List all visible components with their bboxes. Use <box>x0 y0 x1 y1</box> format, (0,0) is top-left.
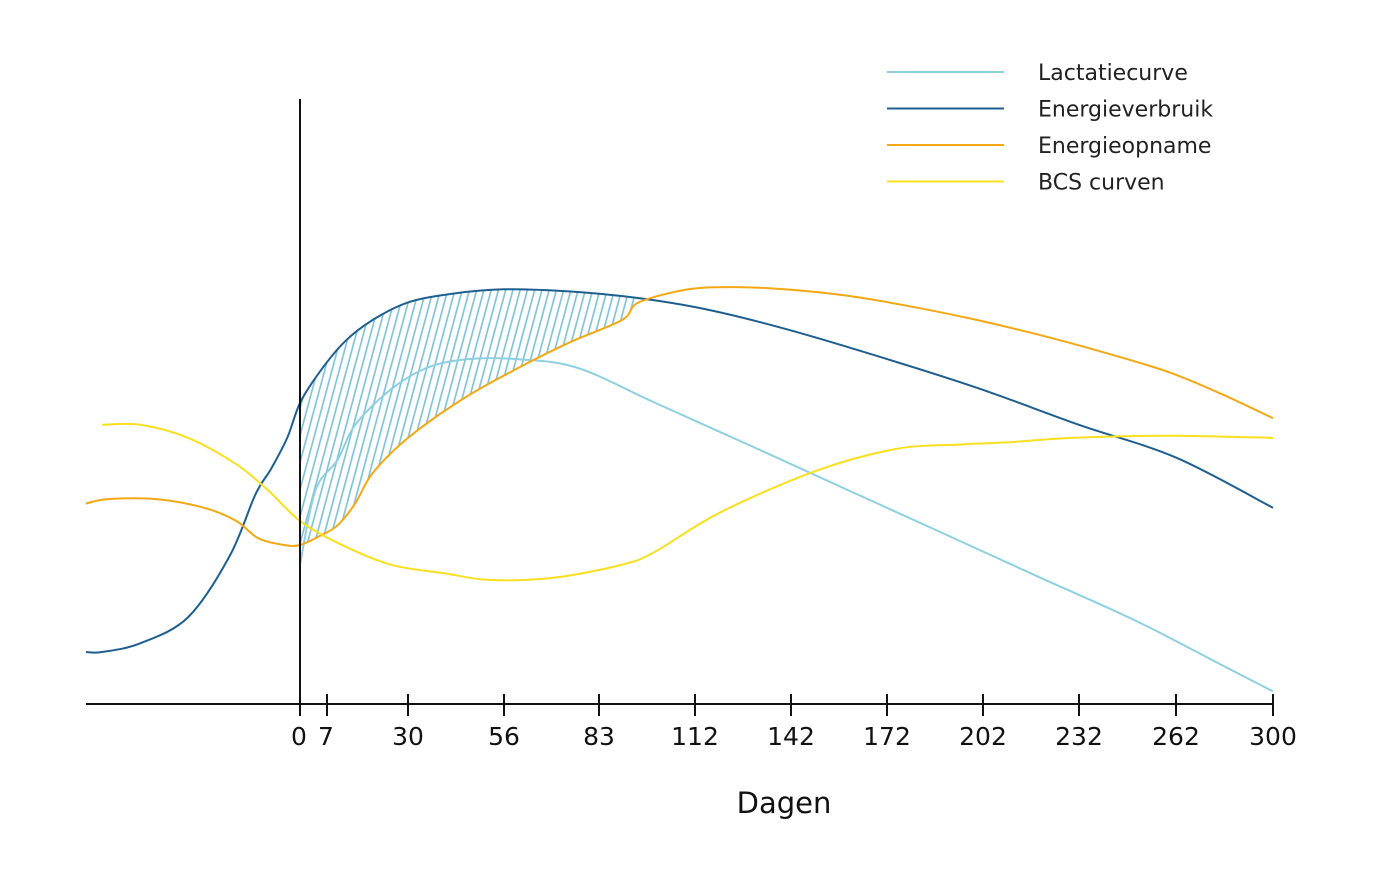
x-tick-label: 56 <box>488 722 520 751</box>
legend-label: Energieopname <box>1038 134 1211 159</box>
deficit-hatch <box>300 289 639 545</box>
legend: Lactatiecurve Energieverbruik Energieopnam… <box>887 61 1213 196</box>
x-tick-label: 202 <box>959 722 1007 751</box>
series-line-energieverbruik <box>85 288 1274 654</box>
x-tick-label: 300 <box>1249 722 1297 751</box>
x-tick-label: 172 <box>863 722 911 751</box>
x-tick-label: 142 <box>767 722 815 751</box>
x-tick-label: 83 <box>583 722 615 751</box>
x-ticks: 0 7 30 56 83 112 142 172 202 232 262 300 <box>291 694 1297 751</box>
series-line-bcs-curven <box>101 422 1274 582</box>
x-tick-label: 232 <box>1055 722 1103 751</box>
x-tick-label: 7 <box>318 722 334 751</box>
series-line-lactatiecurve <box>299 357 1274 693</box>
deficit-hatched-area <box>300 289 639 545</box>
axes <box>86 99 1273 716</box>
x-axis-title: Dagen <box>737 786 832 820</box>
legend-label: BCS curven <box>1038 171 1165 196</box>
series-lines <box>85 286 1274 693</box>
x-tick-label: 262 <box>1152 722 1200 751</box>
legend-label: Lactatiecurve <box>1038 61 1188 86</box>
x-tick-label: 30 <box>392 722 424 751</box>
x-tick-label: 112 <box>671 722 719 751</box>
series-line-energieopname <box>85 286 1274 547</box>
x-tick-label: 0 <box>291 722 307 751</box>
legend-label: Energieverbruik <box>1038 98 1213 123</box>
